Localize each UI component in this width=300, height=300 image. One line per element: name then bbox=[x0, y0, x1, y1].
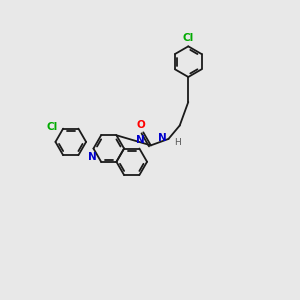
Text: Cl: Cl bbox=[183, 33, 194, 43]
Text: N: N bbox=[136, 135, 145, 145]
Text: N: N bbox=[88, 152, 96, 162]
Text: Cl: Cl bbox=[46, 122, 58, 132]
Text: N: N bbox=[158, 134, 167, 143]
Text: H: H bbox=[174, 138, 181, 147]
Text: O: O bbox=[136, 120, 145, 130]
